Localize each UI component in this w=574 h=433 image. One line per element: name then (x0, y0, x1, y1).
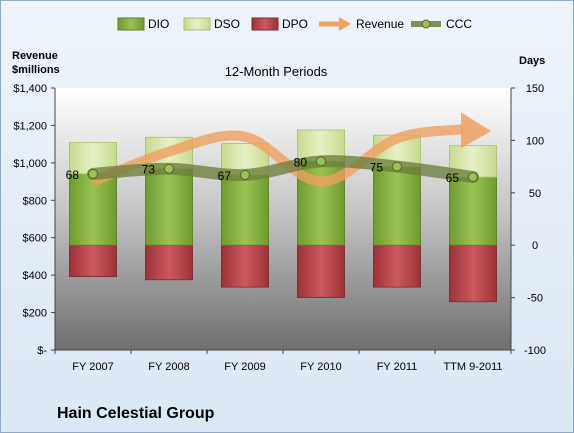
ccc-marker-fy-2011 (392, 161, 402, 172)
x-tick-label: FY 2011 (377, 361, 418, 373)
legend-label-dso: DSO (214, 17, 240, 31)
legend: DIO DSO DPO Revenue CCC (117, 17, 472, 31)
ccc-marker-fy-2009 (240, 169, 250, 180)
bar-dpo-fy-2011 (373, 244, 421, 288)
left-tick-label: $400 (23, 270, 47, 282)
legend-swatch-dso (183, 17, 211, 31)
revenue-arrowhead (461, 112, 491, 149)
ccc-marker-fy-2007 (88, 168, 98, 179)
legend-label-dpo: DPO (282, 17, 308, 31)
x-tick-label: TTM 9-2011 (443, 361, 502, 373)
chart-title: 12-Month Periods (225, 64, 328, 79)
bar-dpo-fy-2010 (297, 244, 345, 298)
company-name: Hain Celestial Group (57, 405, 215, 422)
bar-dio-fy-2011 (373, 166, 421, 246)
ccc-marker-ttm-9-2011 (468, 172, 478, 183)
left-tick-label: $- (37, 345, 47, 357)
left-tick-label: $1,000 (13, 158, 47, 170)
bar-dio-ttm-9-2011 (449, 176, 497, 246)
ccc-value-label: 65 (446, 171, 460, 185)
revenue-line (91, 124, 464, 187)
legend-arrowhead (339, 17, 351, 31)
axes-group: $- $200 $400 $600 $800 $1,000 $1,200 $1,400 -100… (13, 83, 546, 373)
left-axis-label-line1: Revenue (12, 50, 58, 62)
ccc-value-label: 68 (66, 168, 80, 182)
bar-dpo-fy-2008 (145, 244, 193, 281)
lines-group: 68 73 67 80 75 65 (66, 112, 491, 187)
legend-label-ccc: CCC (446, 17, 472, 31)
ccc-line (87, 155, 479, 184)
legend-swatch-dio (117, 17, 145, 31)
legend-swatch-dpo (251, 17, 279, 31)
left-tick-label: $800 (23, 195, 47, 207)
left-tick-label: $600 (23, 233, 47, 245)
left-tick-label: $200 (23, 308, 47, 320)
legend-label-dio: DIO (148, 17, 169, 31)
right-tick-label: -50 (527, 293, 543, 305)
legend-label-revenue: Revenue (356, 17, 404, 31)
ccc-value-label: 80 (294, 155, 308, 169)
bar-dio-fy-2008 (145, 168, 193, 246)
right-tick-label: 150 (526, 83, 544, 95)
bar-dio-fy-2007 (69, 173, 117, 246)
left-axis-label-line2: $millions (12, 64, 60, 76)
ccc-value-label: 73 (142, 163, 156, 177)
right-tick-label: 0 (532, 240, 538, 252)
bar-dpo-ttm-9-2011 (449, 244, 497, 303)
left-tick-label: $1,200 (13, 120, 47, 132)
left-tick-label: $1,400 (13, 83, 47, 95)
x-tick-label: FY 2007 (72, 361, 113, 373)
bar-dpo-fy-2007 (69, 244, 117, 278)
ccc-value-label: 67 (218, 169, 232, 183)
legend-marker (421, 19, 431, 29)
right-tick-label: 50 (529, 188, 541, 200)
right-tick-label: -100 (524, 345, 546, 357)
bar-dio-fy-2009 (221, 174, 269, 246)
x-tick-label: FY 2009 (224, 361, 265, 373)
x-tick-label: FY 2008 (148, 361, 189, 373)
x-tick-label: FY 2010 (300, 361, 341, 373)
ccc-marker-fy-2010 (316, 156, 326, 167)
bar-dpo-fy-2009 (221, 244, 269, 288)
ccc-marker-fy-2008 (164, 163, 174, 174)
right-axis-label: Days (519, 55, 545, 67)
ccc-value-label: 75 (370, 161, 384, 175)
right-tick-label: 100 (526, 135, 544, 147)
